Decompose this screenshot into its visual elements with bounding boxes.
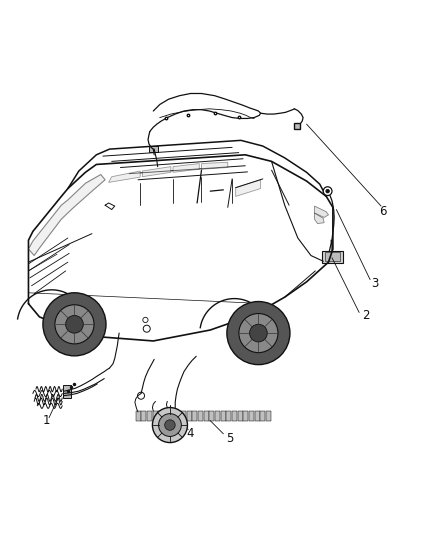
Bar <box>325 253 340 261</box>
Text: 1: 1 <box>42 414 50 427</box>
Circle shape <box>152 408 187 442</box>
Bar <box>266 411 271 421</box>
Polygon shape <box>314 206 328 217</box>
Polygon shape <box>314 213 324 223</box>
Bar <box>237 411 243 421</box>
Bar <box>175 411 180 421</box>
Bar <box>153 411 158 421</box>
Bar <box>192 411 198 421</box>
Bar <box>232 411 237 421</box>
Circle shape <box>323 187 332 196</box>
Text: 6: 6 <box>379 205 387 218</box>
Bar <box>254 411 260 421</box>
Bar <box>204 411 208 421</box>
Bar <box>187 411 192 421</box>
Bar <box>159 411 163 421</box>
Circle shape <box>227 302 290 365</box>
Text: 2: 2 <box>362 309 370 322</box>
Polygon shape <box>28 174 105 255</box>
Bar <box>249 411 254 421</box>
Circle shape <box>165 420 175 430</box>
Bar <box>164 411 169 421</box>
Bar <box>243 411 248 421</box>
Circle shape <box>55 305 94 344</box>
Bar <box>221 411 226 421</box>
Bar <box>136 411 141 421</box>
Polygon shape <box>109 171 140 182</box>
Polygon shape <box>173 164 199 172</box>
Circle shape <box>239 313 278 353</box>
Bar <box>181 411 186 421</box>
Bar <box>215 411 220 421</box>
Polygon shape <box>236 180 261 197</box>
Bar <box>198 411 203 421</box>
Text: 5: 5 <box>226 432 233 445</box>
Bar <box>260 411 265 421</box>
Circle shape <box>66 316 83 333</box>
Circle shape <box>250 324 267 342</box>
Text: 3: 3 <box>371 277 378 289</box>
Bar <box>226 411 231 421</box>
Polygon shape <box>142 167 171 177</box>
Circle shape <box>326 189 329 193</box>
Bar <box>149 147 158 152</box>
Bar <box>147 411 152 421</box>
Bar <box>141 411 146 421</box>
Circle shape <box>143 317 148 322</box>
Text: 4: 4 <box>187 427 194 440</box>
Polygon shape <box>201 162 228 169</box>
Circle shape <box>43 293 106 356</box>
Circle shape <box>143 325 150 332</box>
Circle shape <box>138 392 145 399</box>
Bar <box>209 411 214 421</box>
Bar <box>170 411 175 421</box>
Bar <box>63 385 71 398</box>
Circle shape <box>159 414 181 437</box>
Bar <box>322 251 343 263</box>
